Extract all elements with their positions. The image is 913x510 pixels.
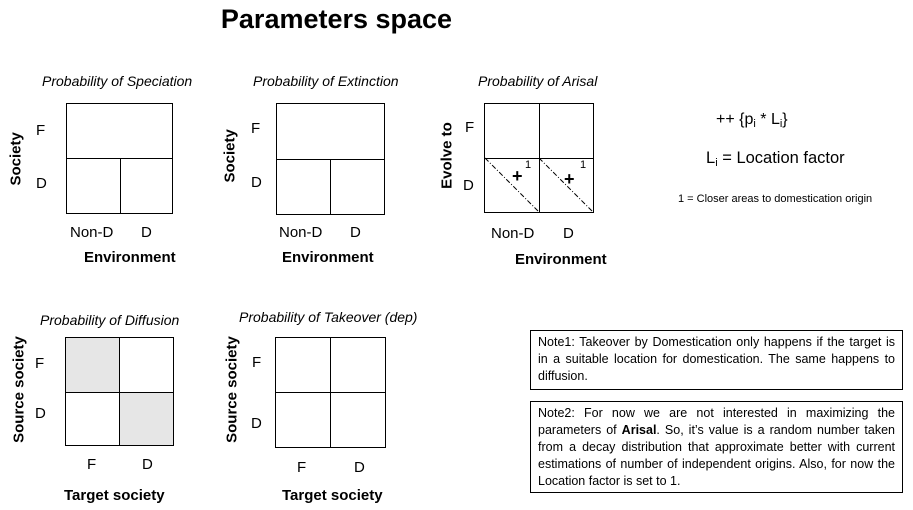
diffusion-row-f: F — [35, 355, 45, 372]
speciation-x-axis: Environment — [84, 249, 176, 266]
speciation-row-d: D — [36, 175, 47, 192]
diffusion-y-axis: Source society — [10, 336, 28, 443]
takeover-title: Probability of Takeover (dep) — [239, 309, 418, 325]
arisal-y-axis: Evolve to — [438, 122, 456, 189]
extinction-x-axis: Environment — [282, 249, 374, 266]
arisal-row-d: D — [463, 177, 474, 194]
arisal-title: Probability of Arisal — [478, 73, 598, 89]
takeover-row-f: F — [252, 354, 262, 371]
arisal-plus-left: + — [512, 166, 523, 186]
diffusion-x-axis: Target society — [64, 487, 165, 504]
note-2-bold-word: Arisal — [621, 423, 657, 437]
takeover-col-d: D — [354, 459, 365, 476]
extinction-title: Probability of Extinction — [253, 73, 399, 89]
takeover-x-axis: Target society — [282, 487, 383, 504]
note-1: Note1: Takeover by Domestication only ha… — [530, 330, 903, 390]
arisal-sup-right: 1 — [580, 159, 587, 171]
arisal-dashdot-diagonals — [484, 157, 594, 213]
extinction-row-d: D — [251, 174, 262, 191]
speciation-y-axis: Society — [7, 132, 25, 186]
takeover-grid — [275, 337, 386, 448]
formula-line-2: Li = Location factor — [706, 149, 845, 169]
diffusion-col-d: D — [142, 456, 153, 473]
speciation-title: Probability of Speciation — [42, 73, 193, 89]
arisal-plus-right: + — [564, 169, 575, 189]
diffusion-cell-dd — [120, 393, 173, 445]
note-2: Note2: For now we are not interested in … — [530, 401, 903, 493]
formula-line-1: ++ {pi * Li} — [716, 111, 788, 130]
arisal-x-axis: Environment — [515, 251, 607, 268]
speciation-col-nond: Non-D — [70, 224, 114, 241]
speciation-row-f: F — [36, 122, 46, 139]
speciation-grid — [66, 103, 173, 214]
speciation-col-d: D — [141, 224, 152, 241]
extinction-y-axis: Society — [221, 129, 239, 183]
formula-footnote: 1 = Closer areas to domestication origin — [678, 193, 873, 205]
extinction-col-nond: Non-D — [279, 224, 323, 241]
arisal-col-nond: Non-D — [491, 225, 535, 242]
diffusion-row-d: D — [35, 405, 46, 422]
diffusion-cell-ff — [66, 338, 119, 392]
arisal-grid: + 1 + 1 — [484, 103, 594, 213]
diffusion-grid — [65, 337, 174, 446]
extinction-col-d: D — [350, 224, 361, 241]
takeover-col-f: F — [297, 459, 307, 476]
arisal-row-f: F — [465, 119, 475, 136]
arisal-sup-left: 1 — [525, 159, 532, 171]
takeover-y-axis: Source society — [223, 336, 241, 443]
page-title: Parameters space — [220, 4, 453, 34]
arisal-col-d: D — [563, 225, 574, 242]
diffusion-col-f: F — [87, 456, 97, 473]
diffusion-title: Probability of Diffusion — [40, 312, 180, 328]
takeover-row-d: D — [251, 415, 262, 432]
extinction-row-f: F — [251, 120, 261, 137]
extinction-grid — [276, 103, 385, 215]
